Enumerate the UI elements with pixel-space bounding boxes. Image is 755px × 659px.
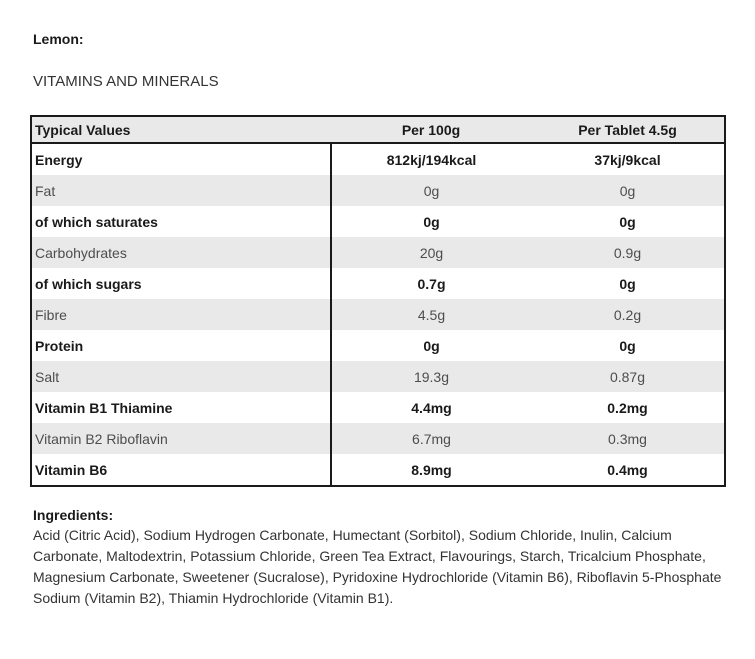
per-100g-cell: 0g xyxy=(330,175,531,206)
per-100g-cell: 0.7g xyxy=(330,268,531,299)
per-100g-cell: 8.9mg xyxy=(330,454,531,486)
row-label-cell: Energy xyxy=(35,151,83,168)
per-100g-cell: 0g xyxy=(330,206,531,237)
per-tablet-cell: 0g xyxy=(619,275,636,292)
table-row: Vitamin B2 Riboflavin 6.7mg 0.3mg xyxy=(31,423,725,454)
table-row: of which saturates 0g 0g xyxy=(31,206,725,237)
per-100g-cell: 4.5g xyxy=(330,299,531,330)
nutrition-table: Typical Values Per 100g Per Tablet 4.5g … xyxy=(30,115,726,487)
table-header-row: Typical Values Per 100g Per Tablet 4.5g xyxy=(31,116,725,144)
per-tablet-cell: 0.87g xyxy=(609,368,646,385)
per-100g-cell: 19.3g xyxy=(330,361,531,392)
per-tablet-cell: 0g xyxy=(619,337,636,354)
per-tablet-cell: 37kj/9kcal xyxy=(594,151,661,168)
table-row: Salt 19.3g 0.87g xyxy=(31,361,725,392)
row-label-cell: Salt xyxy=(35,368,60,385)
ingredients-section: Ingredients: Acid (Citric Acid), Sodium … xyxy=(33,507,730,609)
per-tablet-cell: 0.4mg xyxy=(607,461,648,478)
per-100g-cell: 6.7mg xyxy=(330,423,531,454)
table-row: Vitamin B6 8.9mg 0.4mg xyxy=(31,454,725,486)
section-heading: VITAMINS AND MINERALS xyxy=(33,73,219,90)
row-label-cell: Fibre xyxy=(35,306,67,323)
per-tablet-cell: 0g xyxy=(619,182,636,199)
per-100g-cell: 20g xyxy=(330,237,531,268)
table-row: Fibre 4.5g 0.2g xyxy=(31,299,725,330)
column-header-typical-values: Typical Values xyxy=(31,116,331,144)
per-100g-cell: 812kj/194kcal xyxy=(330,143,531,175)
table-row: Carbohydrates 20g 0.9g xyxy=(31,237,725,268)
row-label-cell: Vitamin B6 xyxy=(35,461,108,478)
per-tablet-cell: 0g xyxy=(619,213,636,230)
row-label-cell: Fat xyxy=(35,182,56,199)
column-header-per-tablet: Per Tablet 4.5g xyxy=(531,116,725,144)
row-label-cell: Vitamin B1 Thiamine xyxy=(35,399,173,416)
per-tablet-cell: 0.9g xyxy=(613,244,642,261)
per-100g-cell: 4.4mg xyxy=(330,392,531,423)
table-row: Fat 0g 0g xyxy=(31,175,725,206)
table-row: Vitamin B1 Thiamine 4.4mg 0.2mg xyxy=(31,392,725,423)
table-row: Protein 0g 0g xyxy=(31,330,725,361)
per-tablet-cell: 0.2g xyxy=(613,306,642,323)
row-label-cell: Protein xyxy=(35,337,84,354)
table-row: Energy 812kj/194kcal 37kj/9kcal xyxy=(31,143,725,175)
nutrition-info-page: Lemon: VITAMINS AND MINERALS Typical Val… xyxy=(30,31,755,609)
column-header-per-100g: Per 100g xyxy=(331,116,531,144)
row-label-cell: Vitamin B2 Riboflavin xyxy=(35,430,168,447)
row-label-cell: Carbohydrates xyxy=(35,244,127,261)
row-label-cell: of which saturates xyxy=(35,213,158,230)
ingredients-heading: Ingredients: xyxy=(33,507,114,523)
per-tablet-cell: 0.3mg xyxy=(608,430,647,447)
per-tablet-cell: 0.2mg xyxy=(607,399,648,416)
product-heading: Lemon: xyxy=(33,31,84,47)
row-label-cell: of which sugars xyxy=(35,275,142,292)
per-100g-cell: 0g xyxy=(330,330,531,361)
ingredients-text: Acid (Citric Acid), Sodium Hydrogen Carb… xyxy=(33,527,722,606)
table-row: of which sugars 0.7g 0g xyxy=(31,268,725,299)
